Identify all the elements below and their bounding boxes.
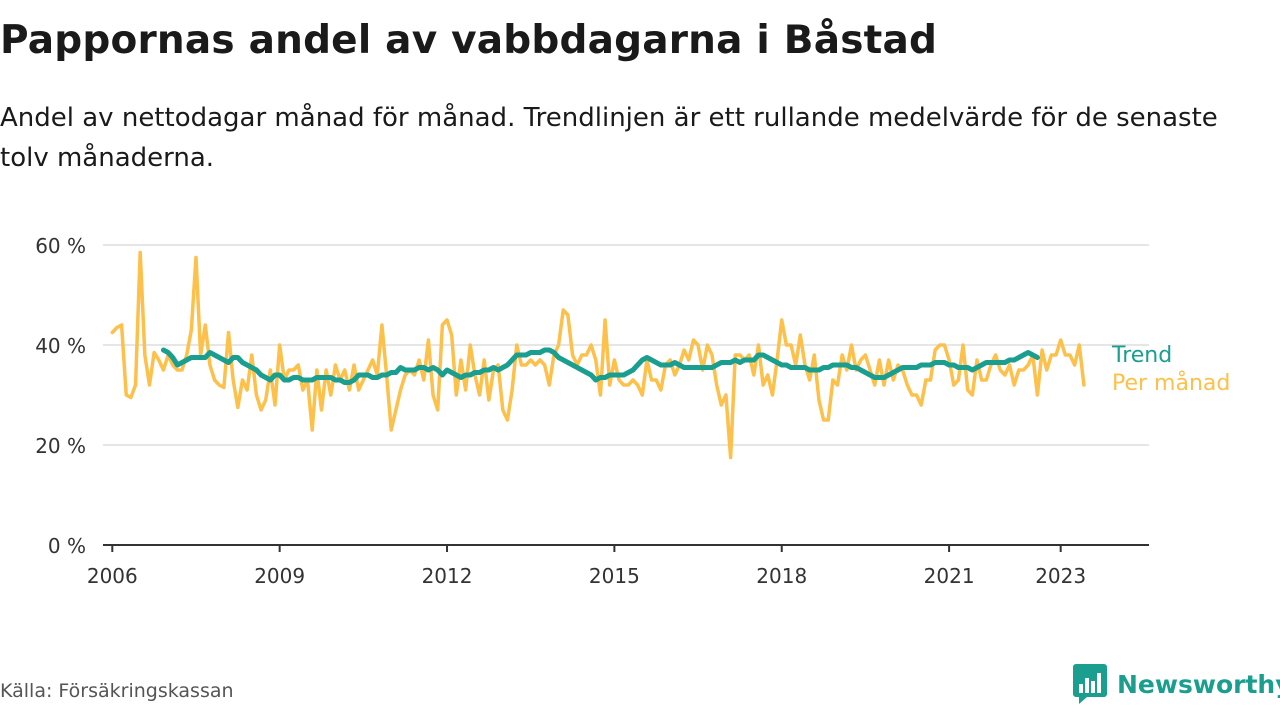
y-tick-label: 0 % [48, 534, 86, 558]
series-line-trend [160, 347, 1040, 385]
logo-text: Newsworthy [1117, 669, 1280, 699]
y-tick-label: 20 % [35, 434, 86, 458]
series-label-trend: Trend [1111, 343, 1172, 368]
x-tick-label: 2018 [756, 564, 807, 588]
source-note: Källa: Försäkringskassan [0, 680, 234, 702]
x-tick-label: 2015 [589, 564, 640, 588]
x-tick-label: 2021 [924, 564, 975, 588]
x-tick-label: 2009 [254, 564, 305, 588]
series-label-monthly: Per månad [1112, 370, 1230, 396]
x-tick-label: 2006 [87, 564, 138, 588]
axes: 0 % 20 % 40 % 60 % 2006 2009 2012 2015 2018 2021 2… [35, 234, 1149, 588]
series-lines [110, 250, 1086, 460]
chart-bubble-icon [1073, 664, 1107, 704]
x-tick-label: 2023 [1035, 564, 1086, 588]
gridlines [103, 244, 1149, 446]
chart-subtitle: Andel av nettodagar månad för månad. Tre… [0, 103, 1218, 173]
newsworthy-logo[interactable]: Newsworthy [1073, 664, 1280, 704]
y-tick-label: 60 % [35, 234, 86, 258]
chart-title: Pappornas andel av vabbdagarna i Båstad [0, 18, 938, 63]
x-tick-label: 2012 [422, 564, 473, 588]
y-tick-label: 40 % [35, 334, 86, 358]
series-line-monthly [110, 250, 1086, 460]
